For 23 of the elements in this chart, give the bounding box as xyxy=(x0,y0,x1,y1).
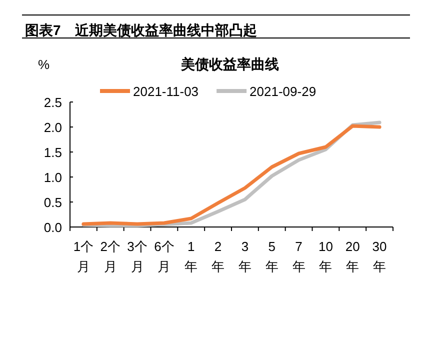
x-tick-label: 1个月 xyxy=(73,239,94,274)
x-tick-label: 20年 xyxy=(345,239,360,274)
y-axis-title: % xyxy=(38,57,50,72)
chart-subtitle: 图表7 近期美债收益率曲线中部凸起 xyxy=(25,22,257,38)
y-tick-label: 2.5 xyxy=(44,95,62,110)
x-tick-label: 2个月 xyxy=(100,239,120,274)
chart-title: 美债收益率曲线 xyxy=(180,56,279,72)
x-tick-label: 30年 xyxy=(372,239,387,274)
y-tick-label: 1.0 xyxy=(44,170,62,185)
legend-label: 2021-11-03 xyxy=(133,84,199,99)
y-tick-label: 1.5 xyxy=(44,145,62,160)
x-tick-label: 3年 xyxy=(238,239,252,274)
x-tick-label: 3个月 xyxy=(127,239,148,274)
x-tick-label: 6个月 xyxy=(154,239,174,274)
x-tick-label: 2年 xyxy=(212,239,225,274)
legend-label: 2021-09-29 xyxy=(250,84,316,99)
y-tick-label: 2.0 xyxy=(44,120,62,135)
x-tick-label: 10年 xyxy=(318,239,333,274)
y-tick-label: 0.5 xyxy=(44,195,62,210)
x-tick-label: 5年 xyxy=(265,239,278,274)
y-tick-label: 0.0 xyxy=(44,220,62,235)
x-tick-label: 7年 xyxy=(292,239,306,274)
x-tick-label: 1年 xyxy=(184,239,198,274)
